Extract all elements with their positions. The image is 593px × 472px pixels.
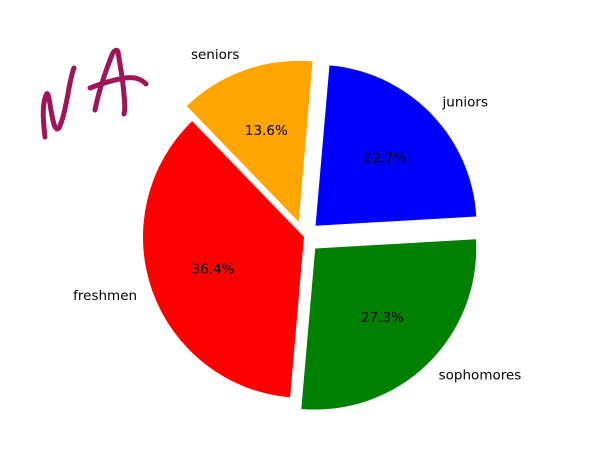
pie-slices (143, 61, 476, 410)
pie-percent-label-sophomores: 27.3% (361, 310, 404, 326)
pie-category-label-seniors: seniors (191, 47, 240, 63)
pie-category-label-juniors: juniors (442, 94, 488, 110)
pie-category-label-freshmen: freshmen (73, 288, 137, 304)
pie-category-label-sophomores: sophomores (439, 368, 522, 384)
pie-percent-label-freshmen: 36.4% (192, 261, 235, 277)
pie-percent-label-seniors: 13.6% (245, 123, 288, 139)
pie-percent-label-juniors: 22.7% (363, 150, 406, 166)
pie-slice-juniors (316, 65, 477, 225)
